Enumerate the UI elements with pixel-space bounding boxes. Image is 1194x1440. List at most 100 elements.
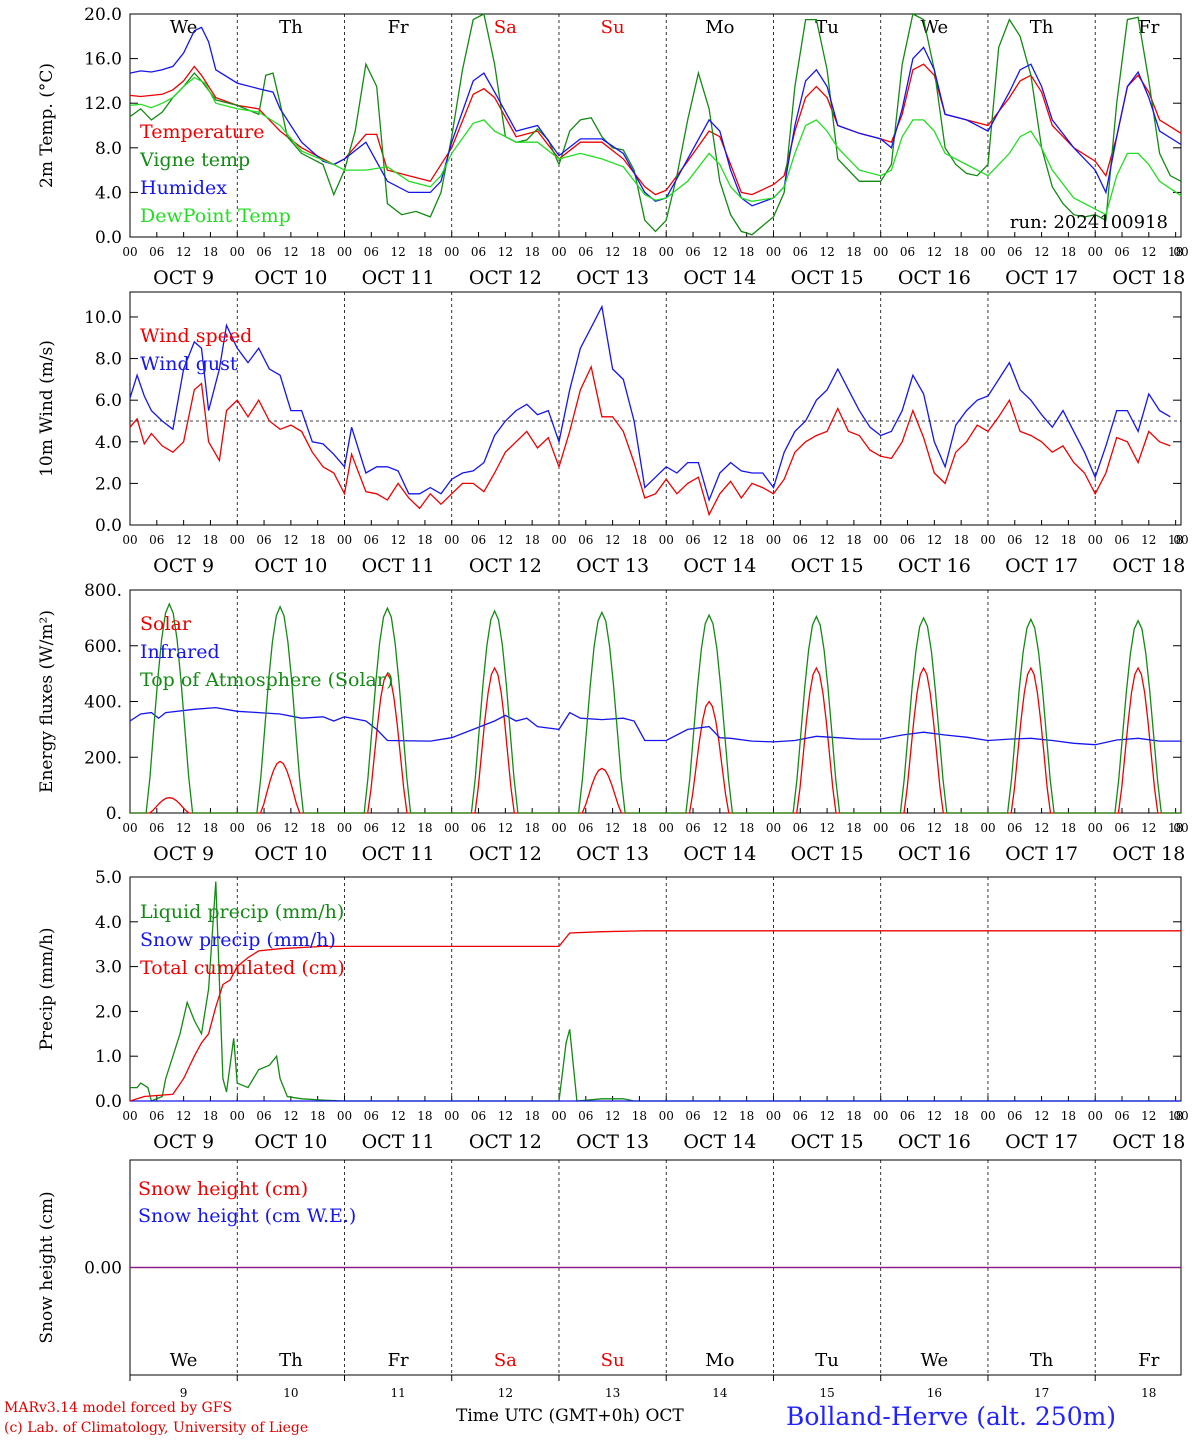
y-tick-label: 8.0 (95, 139, 122, 159)
series-line-vigne-temp (129, 13, 1182, 236)
x-hour-label: 12 (927, 1109, 942, 1123)
day-name: Fr (1138, 17, 1159, 38)
x-date-label: OCT 17 (1005, 1131, 1078, 1153)
y-tick-label: 1.0 (95, 1047, 122, 1067)
y-axis-label: 10m Wind (m/s) (37, 340, 57, 477)
x-hour-label: 00 (873, 821, 888, 835)
x-hour-label: 06 (900, 821, 915, 835)
panel-2: 0.0 2.0 4.0 6.0 8.0 10.0 10m Wind (m/s) 00 06 12 1… (37, 291, 1189, 577)
x-hour-label: 12 (498, 245, 513, 259)
x-date-label: OCT 16 (898, 555, 971, 577)
x-date-label: OCT 18 (1112, 1131, 1185, 1153)
series-line-humidex (129, 26, 1182, 207)
x-date-label: OCT 13 (576, 843, 649, 865)
x-date-label: OCT 10 (254, 843, 327, 865)
y-axis-label: 2m Temp. (°C) (37, 63, 57, 188)
x-hour-label: 00 (122, 245, 137, 259)
x-hour-label: 18 (525, 245, 540, 259)
x-hour-label: 18 (739, 821, 754, 835)
y-axis-label: Energy fluxes (W/m²) (37, 610, 57, 793)
x-hour-label: 06 (900, 245, 915, 259)
x-hour-label: 00 (444, 821, 459, 835)
y-tick-label: 0.0 (95, 516, 122, 536)
y-tick-label: 600. (84, 637, 122, 657)
plot-frame (129, 13, 1182, 238)
x-date-label: OCT 18 (1112, 843, 1185, 865)
x-hour-label: 12 (605, 245, 620, 259)
y-tick-label: 0.0 (95, 1092, 122, 1112)
x-hour-label: 18 (1168, 245, 1183, 259)
x-hour-label: 06 (256, 245, 271, 259)
x-hour-label: 00 (551, 533, 566, 547)
x-hour-label: 00 (659, 533, 674, 547)
plot-frame (129, 291, 1182, 526)
y-tick-label: 5.0 (95, 868, 122, 888)
x-hour-label: 18 (739, 245, 754, 259)
x-hour-label: 00 (337, 533, 352, 547)
x-hour-label: 18 (739, 1109, 754, 1123)
x-hour-label: 18 (1061, 821, 1076, 835)
x-hour-label: 12 (498, 1109, 513, 1123)
x-hour-label: 00 (337, 245, 352, 259)
x-hour-label: 18 (203, 821, 218, 835)
x-hour-label: 00 (551, 821, 566, 835)
model-credit: MARv3.14 model forced by GFS (4, 1400, 233, 1416)
x-hour-label: 12 (498, 533, 513, 547)
x-hour-label: 12 (390, 1109, 405, 1123)
y-tick-label: 800. (84, 581, 122, 601)
x-hour-label: 18 (1168, 821, 1183, 835)
y-axis-label: Snow height (cm) (37, 1191, 57, 1343)
x-hour-label: 18 (525, 1109, 540, 1123)
legend-entry: DewPoint Temp (140, 205, 291, 227)
day-number: 16 (927, 1386, 942, 1400)
x-date-label: OCT 9 (153, 555, 214, 577)
x-hour-label: 18 (632, 245, 647, 259)
x-hour-label: 06 (471, 533, 486, 547)
x-hour-label: 18 (417, 245, 432, 259)
legend-entry: Humidex (140, 177, 227, 199)
x-hour-label: 06 (364, 821, 379, 835)
series-line-dewpoint-temp (129, 76, 1182, 216)
day-name: Sa (494, 1350, 517, 1371)
y-tick-label: 12.0 (84, 94, 122, 114)
y-tick-label: 200. (84, 748, 122, 768)
x-hour-label: 18 (954, 533, 969, 547)
x-hour-label: 06 (256, 533, 271, 547)
x-hour-label: 06 (578, 821, 593, 835)
legend-entry: Liquid precip (mm/h) (140, 901, 344, 923)
x-hour-label: 06 (149, 1109, 164, 1123)
x-date-label: OCT 10 (254, 267, 327, 289)
x-date-label: OCT 14 (683, 843, 756, 865)
series-line-wind-speed (129, 364, 1171, 517)
station-title: Bolland-Herve (alt. 250m) (786, 1402, 1117, 1431)
x-hour-label: 18 (525, 821, 540, 835)
x-hour-label: 00 (551, 1109, 566, 1123)
x-hour-label: 12 (1141, 245, 1156, 259)
x-hour-label: 18 (846, 245, 861, 259)
x-hour-label: 12 (712, 533, 727, 547)
x-hour-label: 06 (793, 1109, 808, 1123)
day-name: Th (279, 17, 303, 38)
x-hour-label: 00 (122, 821, 137, 835)
day-name: We (920, 1350, 948, 1371)
x-hour-label: 06 (364, 245, 379, 259)
x-date-label: OCT 11 (362, 843, 435, 865)
time-axis-title: Time UTC (GMT+0h) OCT (456, 1406, 684, 1426)
day-number: 18 (1141, 1386, 1156, 1400)
x-hour-label: 00 (230, 245, 245, 259)
x-date-label: OCT 15 (791, 555, 864, 577)
x-hour-label: 12 (927, 245, 942, 259)
x-date-label: OCT 16 (898, 843, 971, 865)
x-hour-label: 00 (230, 1109, 245, 1123)
x-hour-label: 12 (605, 1109, 620, 1123)
x-hour-label: 12 (1034, 245, 1049, 259)
y-tick-label: 0. (106, 804, 122, 824)
legend-entry: Snow height (cm W.E.) (138, 1205, 356, 1227)
x-hour-label: 18 (203, 1109, 218, 1123)
x-hour-label: 12 (1141, 821, 1156, 835)
legend-entry: Total cumulated (cm) (140, 957, 345, 979)
x-hour-label: 18 (954, 1109, 969, 1123)
day-name: Mo (705, 17, 734, 38)
x-hour-label: 18 (417, 533, 432, 547)
